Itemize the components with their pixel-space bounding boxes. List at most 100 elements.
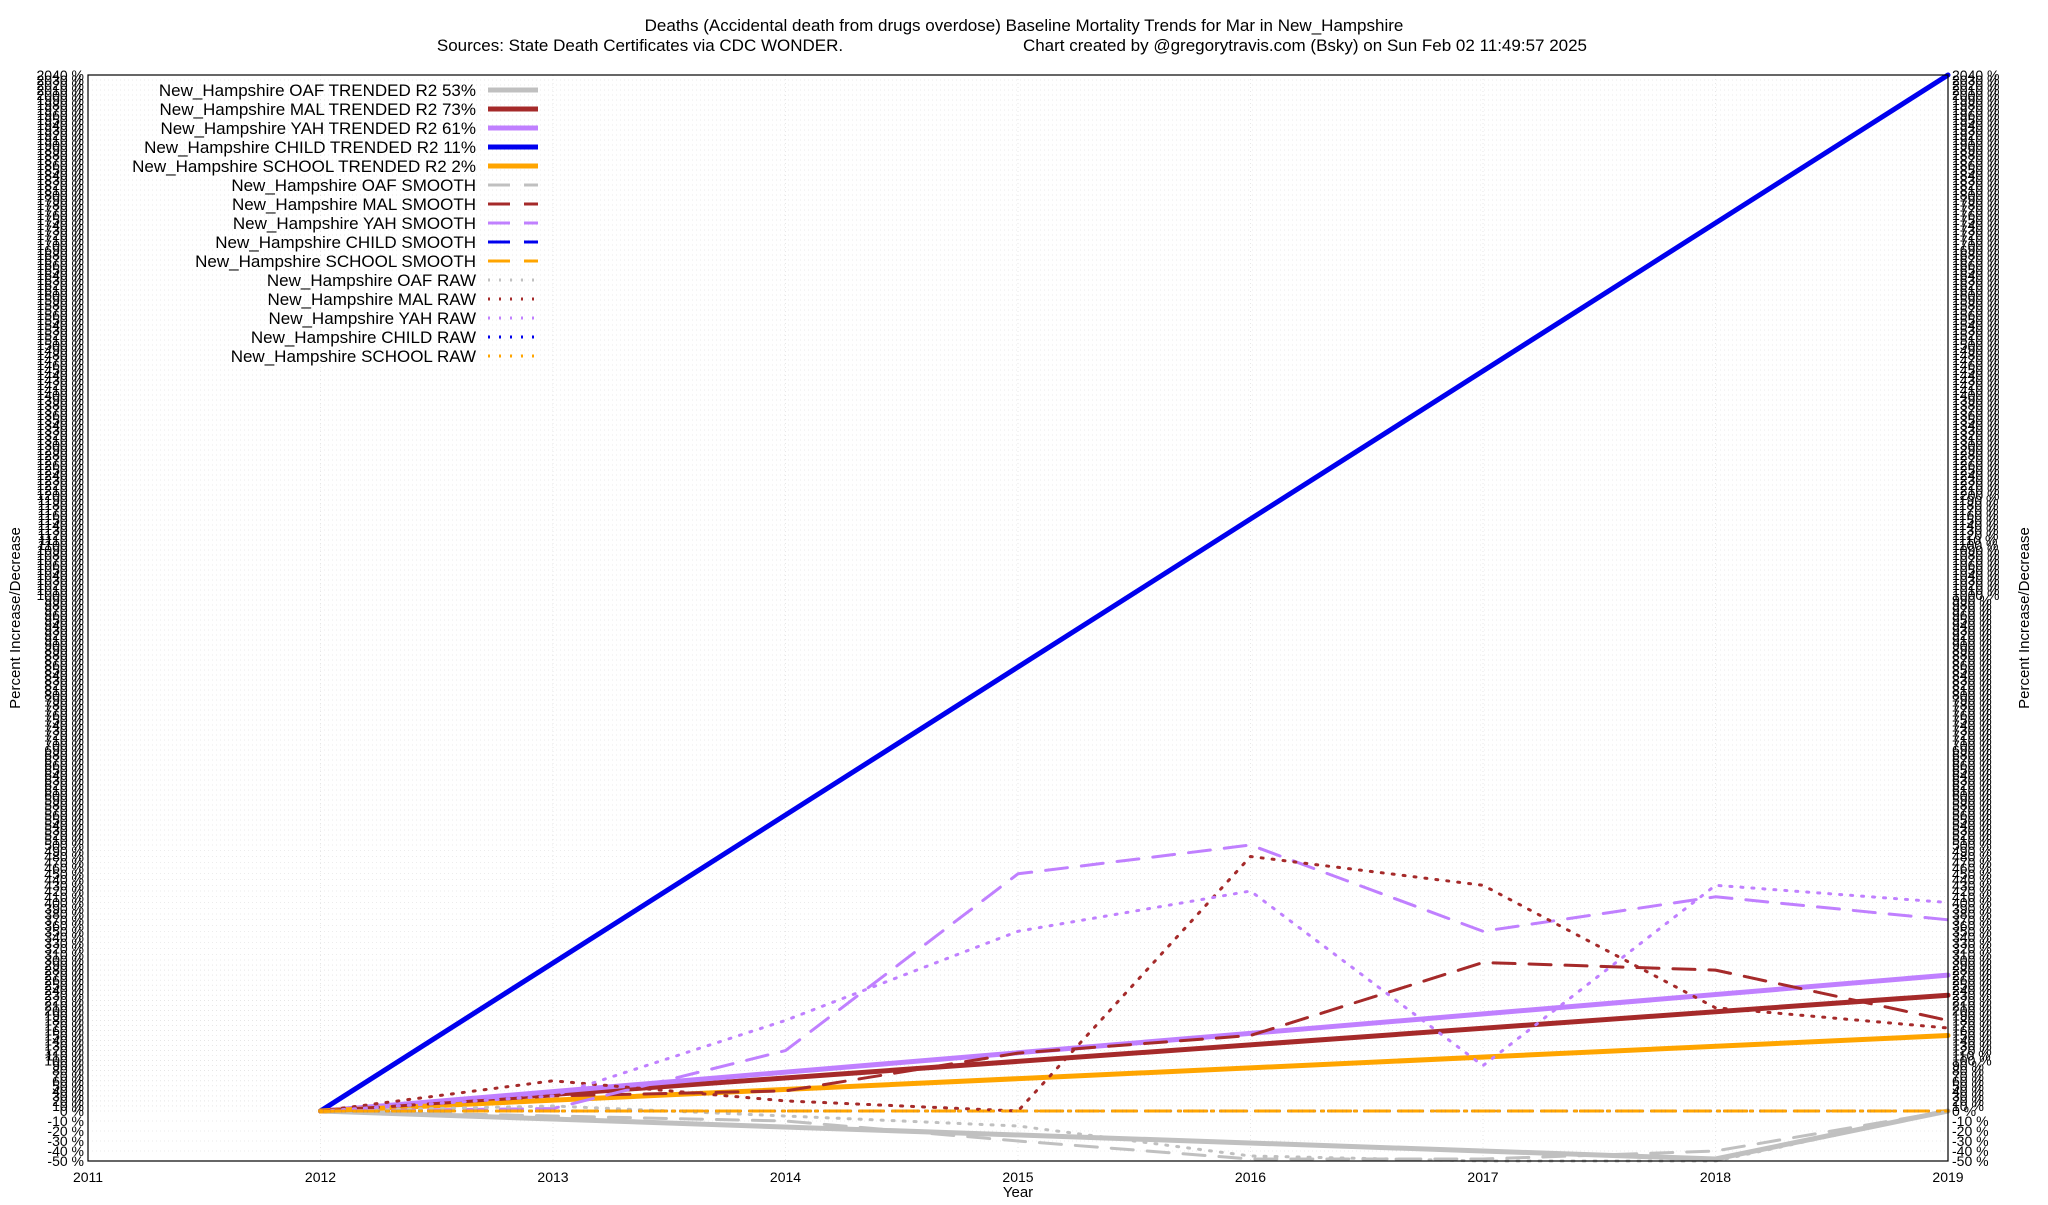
y-tick-label: 110 %	[45, 1048, 84, 1064]
y-tick-label: 110 %	[1952, 1048, 1991, 1064]
y-tick-label: 1810 %	[1952, 182, 1999, 198]
y-tick-label: 960 %	[1952, 607, 1992, 623]
y-tick-label: 350 %	[1952, 923, 1992, 939]
y-tick-label: 1470 %	[37, 352, 84, 368]
y-tick-label: 1400 %	[37, 387, 84, 403]
y-tick-label: 370 %	[1952, 912, 1992, 928]
y-tick-label: 1960 %	[37, 107, 84, 123]
y-tick-label: 160 %	[44, 1022, 84, 1038]
y-tick-label: 1430 %	[37, 372, 84, 388]
y-tick-label: 60 %	[1952, 1073, 1984, 1089]
y-tick-label: 230 %	[1952, 987, 1992, 1003]
y-tick-label: 10 %	[52, 1098, 84, 1114]
y-tick-label: 1610 %	[1952, 282, 1999, 298]
y-tick-label: 750 %	[44, 712, 84, 728]
y-tick-label: 470 %	[44, 854, 84, 870]
y-tick-label: 580 %	[44, 797, 84, 813]
y-tick-label: 190 %	[44, 1007, 84, 1023]
y-tick-label: 1350 %	[1952, 412, 1999, 428]
y-tick-label: 820 %	[44, 677, 84, 693]
y-tick-label: 140 %	[44, 1033, 84, 1049]
y-tick-label: 1200 %	[37, 487, 84, 503]
y-tick-label: 200 %	[44, 1002, 84, 1018]
y-tick-label: 930 %	[44, 622, 84, 638]
y-tick-label: 830 %	[44, 672, 84, 688]
y-tick-label: 1090 %	[37, 542, 84, 558]
y-tick-label: 1930 %	[37, 122, 84, 138]
y-tick-label: 790 %	[1952, 692, 1992, 708]
y-tick-label: 1240 %	[37, 467, 84, 483]
y-tick-label: 1960 %	[1952, 107, 1999, 123]
legend-label: New_Hampshire OAF RAW	[267, 271, 476, 290]
y-tick-label: 740 %	[44, 717, 84, 733]
y-tick-label: 650 %	[44, 762, 84, 778]
legend-label: New_Hampshire MAL RAW	[268, 290, 476, 309]
y-tick-label: 2000 %	[37, 87, 84, 103]
y-tick-label: 1820 %	[1952, 177, 1999, 193]
y-tick-label: 1720 %	[37, 227, 84, 243]
y-tick-label: 1550 %	[37, 312, 84, 328]
y-tick-label: 1740 %	[1952, 217, 1999, 233]
y-tick-label: 840 %	[1952, 667, 1992, 683]
y-tick-label: 1950 %	[1952, 112, 1999, 128]
y-tick-label: 700 %	[1952, 737, 1992, 753]
y-tick-label: 1290 %	[1952, 442, 1999, 458]
y-tick-label: 640 %	[1952, 767, 1992, 783]
y-tick-label: 770 %	[1952, 702, 1992, 718]
y-tick-label: 630 %	[1952, 772, 1992, 788]
y-tick-label: 1620 %	[37, 277, 84, 293]
y-tick-label: 1880 %	[37, 147, 84, 163]
y-tick-label: 460 %	[44, 860, 84, 876]
y-tick-label: 1290 %	[37, 442, 84, 458]
legend-label: New_Hampshire SCHOOL SMOOTH	[195, 252, 476, 271]
y-tick-label: 1040 %	[1952, 567, 1999, 583]
y-tick-label: 730 %	[1952, 722, 1992, 738]
y-tick-label: 870 %	[1952, 652, 1992, 668]
y-tick-label: 1140 %	[38, 517, 84, 533]
y-tick-label: 170 %	[44, 1017, 84, 1033]
y-tick-label: 1490 %	[1952, 342, 1999, 358]
y-tick-label: 890 %	[44, 642, 84, 658]
y-tick-label: 100 %	[44, 1053, 84, 1069]
y-tick-label: 60 %	[52, 1073, 84, 1089]
y-tick-label: 270 %	[44, 967, 84, 983]
y-tick-label: 1670 %	[37, 252, 84, 268]
y-tick-label: 1180 %	[1952, 497, 1998, 513]
y-tick-label: 1790 %	[37, 192, 84, 208]
y-tick-label: 1220 %	[37, 477, 84, 493]
y-tick-label: 530 %	[44, 822, 84, 838]
y-tick-label: 70 %	[52, 1068, 84, 1084]
y-tick-label: 1780 %	[1952, 197, 1999, 213]
y-tick-label: 730 %	[44, 722, 84, 738]
y-tick-label: 1510 %	[37, 332, 84, 348]
y-tick-label: 1800 %	[1952, 187, 1999, 203]
y-tick-label: 1190 %	[38, 492, 84, 508]
y-tick-label: 500 %	[44, 837, 84, 853]
y-tick-label: 1420 %	[37, 377, 84, 393]
y-tick-label: 530 %	[1952, 822, 1992, 838]
y-tick-label: 1160 %	[1952, 507, 1998, 523]
y-tick-label: 920 %	[44, 627, 84, 643]
y-tick-label: 410 %	[44, 889, 84, 905]
y-tick-label: 1190 %	[1952, 492, 1998, 508]
y-tick-label: 1330 %	[37, 422, 84, 438]
y-tick-label: 1740 %	[37, 217, 84, 233]
y-tick-label: 2040 %	[37, 67, 84, 83]
series-line-6	[319, 961, 1950, 1113]
y-tick-label: 0 %	[60, 1103, 84, 1119]
y-tick-label: 850 %	[44, 662, 84, 678]
y-tick-label: 790 %	[44, 692, 84, 708]
y-tick-label: 1710 %	[1952, 232, 1999, 248]
series-line-5	[319, 1109, 1950, 1161]
y-tick-label: 140 %	[1952, 1033, 1992, 1049]
y-tick-label: 1320 %	[1952, 427, 1999, 443]
y-tick-label: 610 %	[1952, 782, 1992, 798]
y-tick-label: 1860 %	[1952, 157, 1999, 173]
y-tick-label: 1920 %	[1952, 127, 1999, 143]
y-tick-label: 1250 %	[1952, 462, 1999, 478]
y-tick-label: 310 %	[44, 946, 84, 962]
y-tick-label: 120 %	[44, 1043, 84, 1059]
chart-title: Deaths (Accidental death from drugs over…	[645, 16, 1404, 35]
